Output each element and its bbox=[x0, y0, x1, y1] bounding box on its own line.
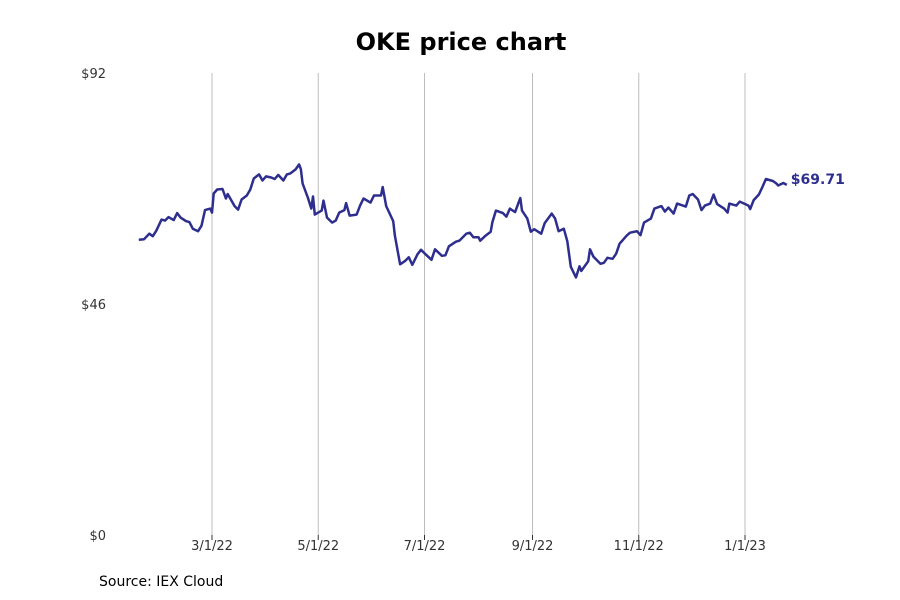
x-tick-label: 1/1/23 bbox=[724, 539, 766, 554]
chart-title: OKE price chart bbox=[355, 28, 567, 56]
source-note: Source: IEX Cloud bbox=[99, 574, 224, 590]
x-axis-ticks: 3/1/22 5/1/22 7/1/22 9/1/22 11/1/22 1/1/23 bbox=[191, 535, 766, 554]
gridlines bbox=[211, 73, 746, 535]
x-tick-label: 9/1/22 bbox=[512, 539, 554, 554]
x-tick-label: 5/1/22 bbox=[297, 539, 339, 554]
x-tick-label: 3/1/22 bbox=[191, 539, 233, 554]
last-value-label: $69.71 bbox=[791, 172, 845, 188]
y-tick-label: $46 bbox=[81, 298, 106, 313]
x-tick-label: 11/1/22 bbox=[614, 539, 664, 554]
x-tick-label: 7/1/22 bbox=[404, 539, 446, 554]
y-tick-label: $92 bbox=[81, 67, 106, 82]
price-series-line bbox=[138, 163, 788, 279]
y-tick-label: $0 bbox=[89, 529, 106, 544]
y-axis-ticks: $0 $46 $92 bbox=[81, 67, 106, 544]
